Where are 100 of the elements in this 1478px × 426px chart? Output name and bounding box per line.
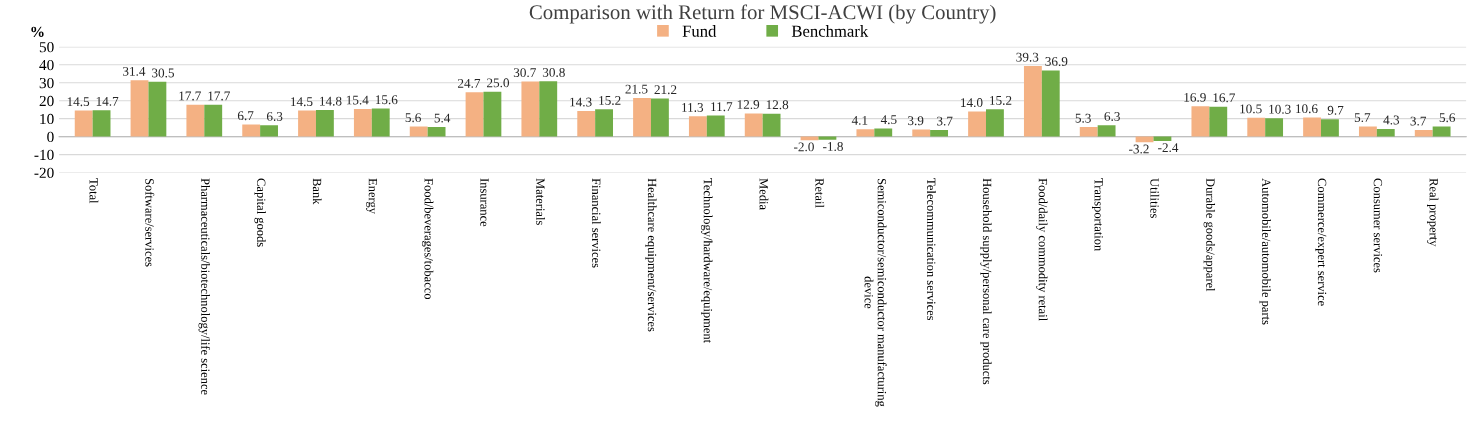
data-label: 30.5	[152, 68, 174, 78]
bar	[633, 98, 651, 137]
data-label: 15.2	[599, 95, 621, 105]
x-tick-label: Materials	[536, 178, 545, 225]
bar	[242, 124, 261, 137]
bar	[818, 136, 837, 140]
y-tick-label: 30	[39, 77, 54, 89]
data-label: 6.3	[1104, 111, 1120, 121]
data-label: 21.5	[625, 84, 648, 94]
data-label: 16.9	[1184, 92, 1206, 102]
data-label: 16.7	[1213, 93, 1236, 103]
data-label: 15.4	[346, 95, 369, 105]
data-label: -2.4	[1158, 143, 1179, 153]
data-label: 6.7	[237, 111, 254, 121]
bar	[409, 126, 428, 137]
data-label: 6.3	[266, 111, 283, 121]
x-tick-label: Financial services	[592, 178, 601, 268]
bar	[521, 81, 540, 137]
data-label: 4.3	[1383, 115, 1400, 125]
bar	[1079, 127, 1098, 137]
data-label: 39.3	[1016, 52, 1039, 62]
x-tick-label: Insurance	[480, 178, 489, 227]
y-tick-label: -20	[34, 167, 54, 178]
data-label: 31.4	[123, 66, 146, 76]
data-label: 21.2	[654, 85, 677, 95]
x-tick-label: Energy	[366, 178, 378, 214]
data-label: 14.7	[96, 96, 119, 106]
x-tick-label: Technology/hardware/equipment	[701, 178, 713, 344]
x-tick-label: Pharmaceuticals/biotechnology/life science	[198, 178, 211, 395]
bar	[1303, 117, 1321, 137]
data-label: 25.0	[487, 78, 510, 88]
bar	[688, 116, 707, 137]
x-tick-label: Real property	[1426, 178, 1439, 247]
data-label: 11.3	[682, 103, 704, 112]
data-label: 24.7	[457, 78, 481, 88]
data-label: 14.5	[291, 97, 313, 107]
bar	[130, 80, 149, 137]
legend-label: Benchmark	[791, 25, 869, 37]
data-label: -2.0	[794, 142, 814, 152]
data-label: 3.7	[1410, 116, 1427, 126]
bar	[539, 81, 558, 137]
x-tick-label: Utilities	[1150, 178, 1160, 218]
data-label: 4.5	[880, 115, 897, 125]
y-tick-label: 20	[39, 95, 54, 107]
bar	[1414, 129, 1433, 137]
x-tick-label: Food/beverages/tobacco	[421, 178, 434, 300]
legend-label: Fund	[682, 25, 717, 37]
bar	[260, 125, 278, 137]
data-label: 3.7	[937, 116, 953, 126]
data-label: 17.7	[179, 91, 201, 101]
data-label: 12.9	[737, 100, 760, 110]
bar	[874, 128, 893, 137]
bar	[92, 110, 111, 137]
bar	[483, 91, 502, 137]
bar	[1358, 126, 1377, 137]
x-tick-label: Household supply/personal care products	[980, 178, 992, 385]
bar	[298, 110, 316, 137]
data-label: 12.8	[766, 100, 789, 110]
data-label: 11.7	[711, 102, 733, 112]
y-tick-label: 50	[39, 42, 54, 53]
chart-title: Comparison with Return for MSCI-ACWI (by Country)	[529, 4, 996, 24]
data-label: 17.7	[208, 91, 230, 101]
bar	[706, 115, 725, 137]
y-axis-title: %	[31, 26, 44, 38]
bar	[315, 110, 334, 137]
bar	[1191, 106, 1210, 137]
data-label: 30.8	[542, 67, 565, 77]
bar	[353, 108, 372, 137]
bar	[1247, 117, 1266, 137]
bar	[1432, 126, 1451, 137]
x-tick-label: Semiconductor/semiconductor manufacturing device	[864, 178, 887, 407]
bar	[762, 113, 781, 137]
bar	[1023, 66, 1042, 137]
x-tick-label: Durable goods/apparel	[1203, 178, 1216, 292]
data-label: -1.8	[823, 142, 843, 151]
x-tick-label: Consumer services	[1373, 178, 1383, 273]
data-label: 10.6	[1296, 104, 1318, 114]
x-tick-label: Media	[759, 178, 769, 210]
bar	[744, 113, 763, 137]
bar	[650, 98, 669, 137]
x-tick-label: Healthcare equipment/services	[645, 178, 657, 332]
y-tick-label: 40	[39, 59, 54, 71]
data-label: 15.6	[375, 95, 398, 105]
data-label: 14.8	[320, 96, 342, 106]
bar	[204, 104, 223, 137]
data-label: 14.5	[67, 97, 90, 107]
x-tick-label: Capital goods	[254, 178, 266, 247]
bar	[1209, 106, 1228, 137]
bar	[912, 129, 931, 137]
x-tick-label: Retail	[815, 178, 825, 208]
bar	[465, 92, 484, 137]
bar	[1321, 119, 1339, 137]
data-label: 5.6	[405, 113, 421, 123]
data-label: 3.9	[908, 116, 924, 126]
data-label: 5.3	[1075, 113, 1091, 123]
data-label: -3.2	[1129, 144, 1149, 154]
data-label: 5.4	[434, 113, 451, 123]
data-label: 14.3	[570, 97, 592, 107]
bar	[1265, 118, 1284, 137]
y-tick-label: -10	[34, 149, 54, 161]
